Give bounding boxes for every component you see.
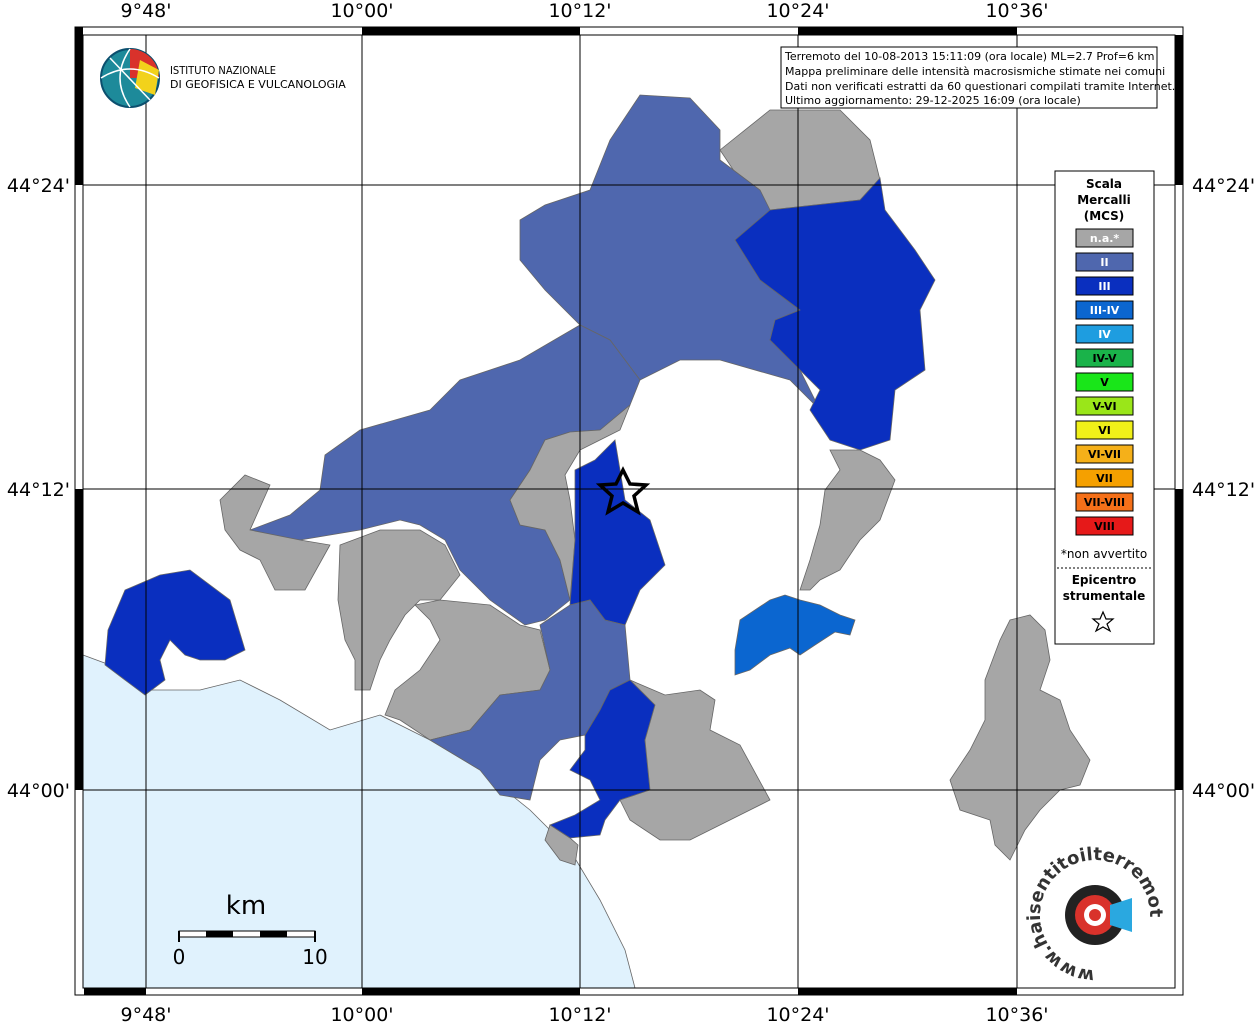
legend-swatch (1075, 516, 1134, 536)
legend-swatch (1075, 324, 1134, 344)
legend-swatch (1075, 420, 1134, 440)
legend-label: II (1100, 256, 1108, 269)
legend-epicenter: Epicentro (1072, 573, 1137, 587)
region (734, 594, 856, 676)
legend-label: III (1098, 280, 1110, 293)
graticule (83, 35, 1175, 988)
lon-label: 10°12' (548, 1004, 611, 1024)
logo-text: DI GEOFISICA E VULCANOLOGIA (170, 78, 346, 91)
epicenter (595, 466, 651, 516)
region (337, 529, 461, 691)
legend-label: VI-VII (1088, 448, 1121, 461)
lon-label: 10°00' (330, 0, 393, 22)
lat-label: 44°24' (1192, 175, 1255, 197)
legend-label: IV-V (1092, 352, 1117, 365)
legend-swatch (1075, 276, 1134, 296)
region (949, 614, 1091, 861)
info-line: Terremoto del 10-08-2013 15:11:09 (ora l… (784, 50, 1155, 63)
epicenter-symbol (1091, 610, 1115, 633)
legend-label: III-IV (1090, 304, 1120, 317)
axis-labels: 9°48' 10°00' 10°12' 10°24' 10°36' 9°48' … (7, 0, 1255, 1024)
lon-label: 10°12' (548, 0, 611, 22)
legend-label: VII-VIII (1084, 496, 1125, 509)
lon-label: 10°24' (766, 0, 829, 22)
lon-label: 10°00' (330, 1004, 393, 1024)
logo-text: ISTITUTO NAZIONALE (170, 64, 276, 77)
legend-swatch (1075, 348, 1134, 368)
scale-unit: km (226, 891, 266, 921)
legend-swatch (1075, 252, 1134, 272)
lon-label: 10°36' (985, 1004, 1048, 1024)
legend-swatch (1075, 372, 1134, 392)
legend-label: n.a.* (1090, 232, 1120, 245)
info-box: Terremoto del 10-08-2013 15:11:09 (ora l… (780, 46, 1175, 109)
legend-title: Scala (1086, 177, 1122, 191)
legend-swatch (1075, 396, 1134, 416)
region (619, 679, 771, 841)
scale-label: 10 (302, 945, 327, 969)
legend: Scala Mercalli (MCS) *non avvertito Epic… (1054, 170, 1155, 645)
frame (74, 26, 1184, 996)
legend-title: (MCS) (1084, 209, 1125, 223)
lat-label: 44°00' (1192, 780, 1255, 802)
legend-label: VIII (1094, 520, 1115, 533)
legend-label: V-VI (1092, 400, 1116, 413)
scale-label: 0 (173, 945, 186, 969)
region (799, 449, 896, 591)
lon-label: 9°48' (121, 0, 172, 22)
lat-label: 44°24' (7, 175, 70, 197)
lon-label: 10°36' (985, 0, 1048, 22)
lat-label: 44°12' (1192, 479, 1255, 501)
lon-label: 9°48' (121, 1004, 172, 1024)
legend-epicenter: strumentale (1063, 589, 1146, 603)
legend-swatch (1075, 492, 1134, 512)
legend-label: VI (1098, 424, 1111, 437)
legend-swatch (1075, 444, 1134, 464)
info-line: Ultimo aggiornamento: 29-12-2025 16:09 (… (785, 94, 1081, 107)
legend-label: VII (1096, 472, 1113, 485)
scale-bar: km 0 10 (173, 891, 328, 969)
info-line: Dati non verificati estratti da 60 quest… (785, 80, 1175, 93)
legend-swatch (1075, 468, 1134, 488)
legend-swatch (1075, 228, 1134, 248)
legend-swatch (1075, 300, 1134, 320)
region (219, 474, 331, 591)
lat-label: 44°12' (7, 479, 70, 501)
info-line: Mappa preliminare delle intensità macros… (785, 65, 1165, 78)
lon-label: 10°24' (766, 1004, 829, 1024)
region (509, 404, 631, 601)
legend-label: V (1100, 376, 1109, 389)
lat-label: 44°00' (7, 780, 70, 802)
region (544, 824, 579, 866)
legend-note: *non avvertito (1061, 547, 1147, 561)
ingv-logo: ISTITUTO NAZIONALE DI GEOFISICA E VULCAN… (100, 48, 346, 108)
region (734, 177, 936, 451)
region (569, 439, 666, 626)
region (104, 569, 246, 696)
legend-title: Mercalli (1077, 193, 1131, 207)
legend-label: IV (1098, 328, 1111, 341)
regions (104, 94, 1091, 866)
